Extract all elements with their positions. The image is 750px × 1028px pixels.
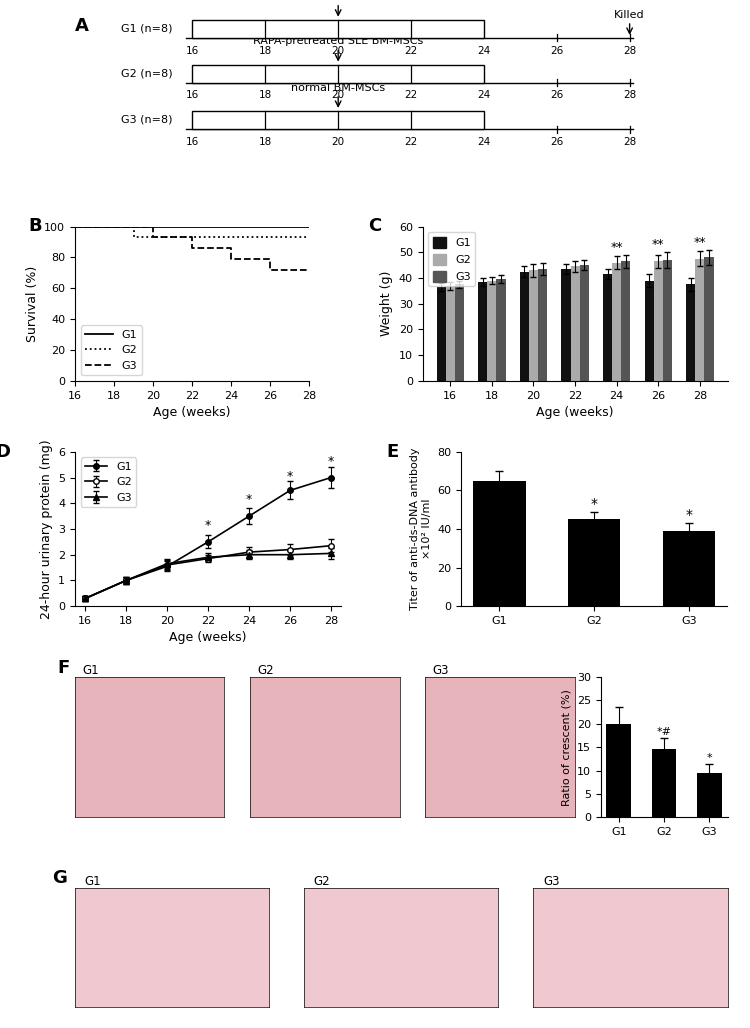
Text: 16: 16: [186, 90, 199, 101]
Text: 24: 24: [477, 137, 490, 147]
Text: 24: 24: [477, 45, 490, 56]
Bar: [652, 749, 676, 817]
Text: 28: 28: [623, 90, 636, 101]
Bar: [193, 20, 484, 38]
Bar: [695, 259, 704, 381]
Bar: [654, 261, 663, 381]
Text: *: *: [205, 519, 212, 531]
Text: 22: 22: [404, 90, 418, 101]
Text: G3: G3: [433, 664, 449, 677]
Bar: [571, 266, 580, 381]
Text: 20: 20: [332, 45, 345, 56]
Bar: [446, 286, 454, 381]
Text: *: *: [686, 508, 693, 522]
Text: RAPA-pretreated SLE BM-MSCs: RAPA-pretreated SLE BM-MSCs: [253, 36, 423, 46]
Text: 16: 16: [186, 137, 199, 147]
X-axis label: Age (weeks): Age (weeks): [170, 631, 247, 645]
Text: 26: 26: [550, 90, 563, 101]
X-axis label: Age (weeks): Age (weeks): [154, 406, 231, 419]
Bar: [193, 65, 484, 83]
Text: *: *: [328, 454, 334, 468]
Text: C: C: [368, 217, 381, 235]
Bar: [603, 274, 612, 381]
Text: 20: 20: [332, 90, 345, 101]
Bar: [686, 285, 695, 381]
Bar: [561, 269, 571, 381]
Text: G3: G3: [543, 875, 560, 888]
Bar: [663, 260, 672, 381]
Text: D: D: [0, 442, 10, 461]
Text: 18: 18: [259, 90, 272, 101]
Text: 22: 22: [404, 45, 418, 56]
Legend: G1, G2, G3: G1, G2, G3: [428, 232, 475, 287]
Text: G2: G2: [314, 875, 331, 888]
Text: Killed: Killed: [614, 10, 645, 21]
Text: G2: G2: [258, 664, 274, 677]
Text: 18: 18: [259, 45, 272, 56]
Text: 16: 16: [186, 45, 199, 56]
Text: **: **: [694, 235, 706, 249]
Y-axis label: Ratio of crescent (%): Ratio of crescent (%): [561, 689, 572, 806]
Text: G: G: [52, 869, 67, 887]
Text: *: *: [287, 470, 293, 483]
Bar: [644, 281, 654, 381]
Bar: [496, 280, 506, 381]
Text: normal BM-MSCs: normal BM-MSCs: [291, 82, 386, 93]
Bar: [697, 773, 721, 817]
Bar: [663, 530, 716, 607]
Text: G3 (n=8): G3 (n=8): [122, 115, 172, 125]
Text: A: A: [75, 16, 88, 35]
Text: SLE BM-MSCs: SLE BM-MSCs: [301, 0, 376, 1]
Text: B: B: [28, 217, 42, 235]
Bar: [538, 269, 548, 381]
Bar: [606, 724, 631, 817]
Bar: [621, 261, 631, 381]
Text: *#: *#: [656, 727, 671, 737]
Y-axis label: Survival (%): Survival (%): [26, 265, 39, 342]
Y-axis label: Weight (g): Weight (g): [380, 271, 393, 336]
Text: **: **: [610, 241, 623, 254]
Bar: [473, 481, 526, 607]
Bar: [580, 265, 589, 381]
Bar: [704, 257, 714, 381]
Text: 18: 18: [259, 137, 272, 147]
Bar: [193, 111, 484, 130]
Y-axis label: Titer of anti-ds-DNA antibody
×10² IU/ml: Titer of anti-ds-DNA antibody ×10² IU/ml: [410, 448, 432, 611]
Bar: [520, 271, 529, 381]
Text: 28: 28: [623, 45, 636, 56]
Text: G1: G1: [85, 875, 101, 888]
Text: 26: 26: [550, 137, 563, 147]
Bar: [529, 270, 538, 381]
Legend: G1, G2, G3: G1, G2, G3: [80, 457, 136, 508]
Text: G1 (n=8): G1 (n=8): [122, 24, 172, 34]
Text: G2 (n=8): G2 (n=8): [122, 69, 172, 79]
X-axis label: Age (weeks): Age (weeks): [536, 406, 614, 419]
Y-axis label: 24-hour urinary protein (mg): 24-hour urinary protein (mg): [40, 439, 53, 619]
Bar: [612, 262, 621, 381]
Text: E: E: [386, 442, 399, 461]
Text: *: *: [706, 752, 712, 763]
Text: 22: 22: [404, 137, 418, 147]
Text: *: *: [246, 493, 252, 506]
Bar: [568, 519, 620, 607]
Bar: [478, 282, 488, 381]
Text: 28: 28: [623, 137, 636, 147]
Text: G1: G1: [82, 664, 99, 677]
Bar: [488, 281, 496, 381]
Text: **: **: [652, 238, 664, 252]
Text: 20: 20: [332, 137, 345, 147]
Text: 24: 24: [477, 90, 490, 101]
Legend: G1, G2, G3: G1, G2, G3: [80, 326, 142, 375]
Text: F: F: [57, 659, 69, 676]
Bar: [436, 287, 445, 381]
Bar: [454, 285, 464, 381]
Text: 26: 26: [550, 45, 563, 56]
Text: *: *: [591, 497, 598, 511]
